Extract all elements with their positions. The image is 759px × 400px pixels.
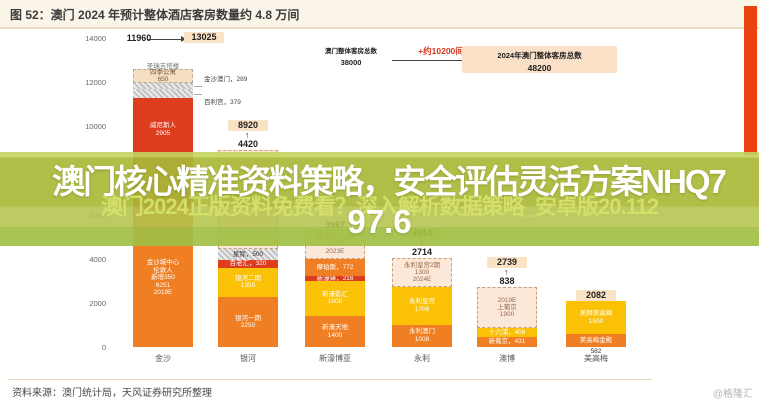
growth-arrow-head (181, 36, 186, 42)
summary-current-label: 澳门整体客房总数 (325, 48, 377, 55)
bar-segment: 百老汇，320 (218, 260, 278, 268)
overlay-ghost-text: 澳门2024正版资料免费看？深入解析数据策略_安卓版20.112 (100, 194, 659, 219)
source-note: 资料来源：澳门统计局，天风证券研究所整理 (12, 388, 212, 399)
segment-side-label: 金沙澳门，289 (204, 76, 248, 84)
segment-label: 银河二期 1350 (235, 274, 261, 290)
growth-arrow: ↑ (245, 130, 250, 141)
segment-label: 十六浦，408 (488, 329, 526, 337)
current-total-label: 838 (499, 275, 515, 286)
current-total-label: 11960 (126, 33, 152, 43)
bar-segment: 美狮美高梅 1500 (566, 301, 626, 335)
segment-value-below: 582 (590, 348, 602, 355)
y-axis-tick: 0 (101, 343, 106, 352)
segment-side-label: 百利宫，379 (204, 98, 241, 106)
segment-label: 星际，500 (232, 251, 264, 259)
summary-arrow-line (392, 60, 485, 61)
segment-label: 新濠锋，216 (316, 274, 354, 282)
bar-segment (133, 89, 193, 98)
growth-arrow (148, 39, 181, 40)
bar-segment: 新濠影汇 1600 (305, 280, 365, 317)
y-axis-tick: 14000 (85, 34, 106, 43)
planned-segment: 永利皇宫2期 1300 2024E (392, 258, 452, 288)
figure-header: 图 52：澳门 2024 年预计整体酒店客房数量约 4.8 万间 (0, 0, 759, 29)
bar-segment: 新濠锋，216 (305, 274, 365, 282)
pointer-line (194, 93, 202, 95)
future-total-label: 2739 (487, 256, 527, 268)
category-label: 美高梅 (584, 354, 608, 363)
summary-box-value: 48200 (527, 63, 552, 73)
summary-delta-label: +约10200间 (418, 46, 464, 56)
summary-current-value: 38000 (340, 58, 362, 67)
bar-segment: 永利皇宫 1706 (392, 287, 452, 325)
category-label: 银河 (240, 354, 256, 363)
segment-label: 新濠影汇 1600 (322, 290, 348, 306)
category-label: 新濠博亚 (319, 354, 351, 363)
segment-label: 2019E 上葡京 1900 (497, 296, 517, 318)
segment-label: 永利澳门 1008 (409, 328, 435, 343)
category-label: 金沙 (155, 354, 171, 363)
bar-segment: 银河二期 1350 (218, 267, 278, 298)
site-watermark: @格隆汇 (712, 389, 753, 400)
bar-segment: 美高梅金殿 (566, 334, 626, 347)
bar-segment: 新濠天地 1400 (305, 316, 365, 347)
segment-label: 威尼斯人 2905 (150, 122, 176, 137)
y-axis-tick: 12000 (85, 78, 106, 88)
summary-2024-box: 2024年澳门整体客房总数 48200 (462, 46, 617, 73)
segment-label: 美狮美高梅 1500 (579, 310, 613, 325)
tower-note: 圣瑞吉塔楼 (146, 62, 180, 70)
overlay-headline-line2: 97.6 (347, 203, 412, 240)
bar-segment: 十六浦，408 (477, 328, 537, 338)
bar-segment: 威尼斯人 2905 (133, 97, 193, 162)
segment-label: 永利皇宫 1706 (409, 298, 435, 313)
bar-segment: 银河一期 2250 (218, 297, 278, 347)
segment-label: 美高梅金殿 (579, 336, 613, 344)
segment-label: 摩珀斯，772 (316, 263, 354, 271)
summary-current: 澳门整体客房总数 38000 (320, 45, 382, 67)
pointer-line (194, 86, 202, 88)
bar-segment: 新葡京，431 (477, 337, 537, 347)
right-red-strip (744, 6, 757, 155)
category-label: 澳博 (499, 354, 515, 363)
segment-label: 四季公寓 650 (150, 68, 176, 83)
segment-label: 永利皇宫2期 1300 2024E (403, 262, 441, 284)
planned-segment: 2019E 上葡京 1900 (477, 286, 537, 329)
bar-segment: 永利澳门 1008 (392, 324, 452, 347)
bar-segment: 摩珀斯，772 (305, 258, 365, 276)
footer-divider (8, 379, 652, 380)
current-total-label: 4420 (237, 139, 259, 150)
current-total-label: 2714 (411, 247, 433, 258)
y-axis-tick: 4000 (89, 254, 106, 264)
bar-segment: 星际，500 (218, 249, 278, 261)
summary-box-label: 2024年澳门整体客房总数 (497, 51, 582, 60)
segment-label: 金沙城中心 伦敦人 新增350 6251 2019E (146, 259, 180, 297)
watermark-overlay-band: 澳门2024正版资料免费看？深入解析数据策略_安卓版20.112 澳门核心精准资… (0, 152, 759, 246)
future-total-label: 2082 (576, 290, 616, 302)
growth-arrow: ↑ (504, 266, 509, 277)
overlay-headline-line1: 澳门核心精准资料策略，安全评估灵活方案NHQ7 (52, 163, 727, 200)
y-axis-tick: 2000 (89, 298, 106, 308)
future-total-label: 13025 (184, 32, 224, 43)
category-label: 永利 (414, 354, 430, 363)
future-total-label: 8920 (228, 120, 268, 132)
figure-title: 图 52：澳门 2024 年预计整体酒店客房数量约 4.8 万间 (10, 8, 300, 22)
segment-label: 新葡京，431 (488, 338, 526, 346)
y-axis-tick: 10000 (85, 122, 106, 132)
segment-label: 银河一期 2250 (235, 314, 261, 330)
segment-label: 百老汇，320 (229, 260, 267, 268)
bar-segment (133, 83, 193, 90)
segment-label: 新濠天地 1400 (322, 324, 348, 339)
planned-segment: 四季公寓 650 (133, 68, 193, 84)
